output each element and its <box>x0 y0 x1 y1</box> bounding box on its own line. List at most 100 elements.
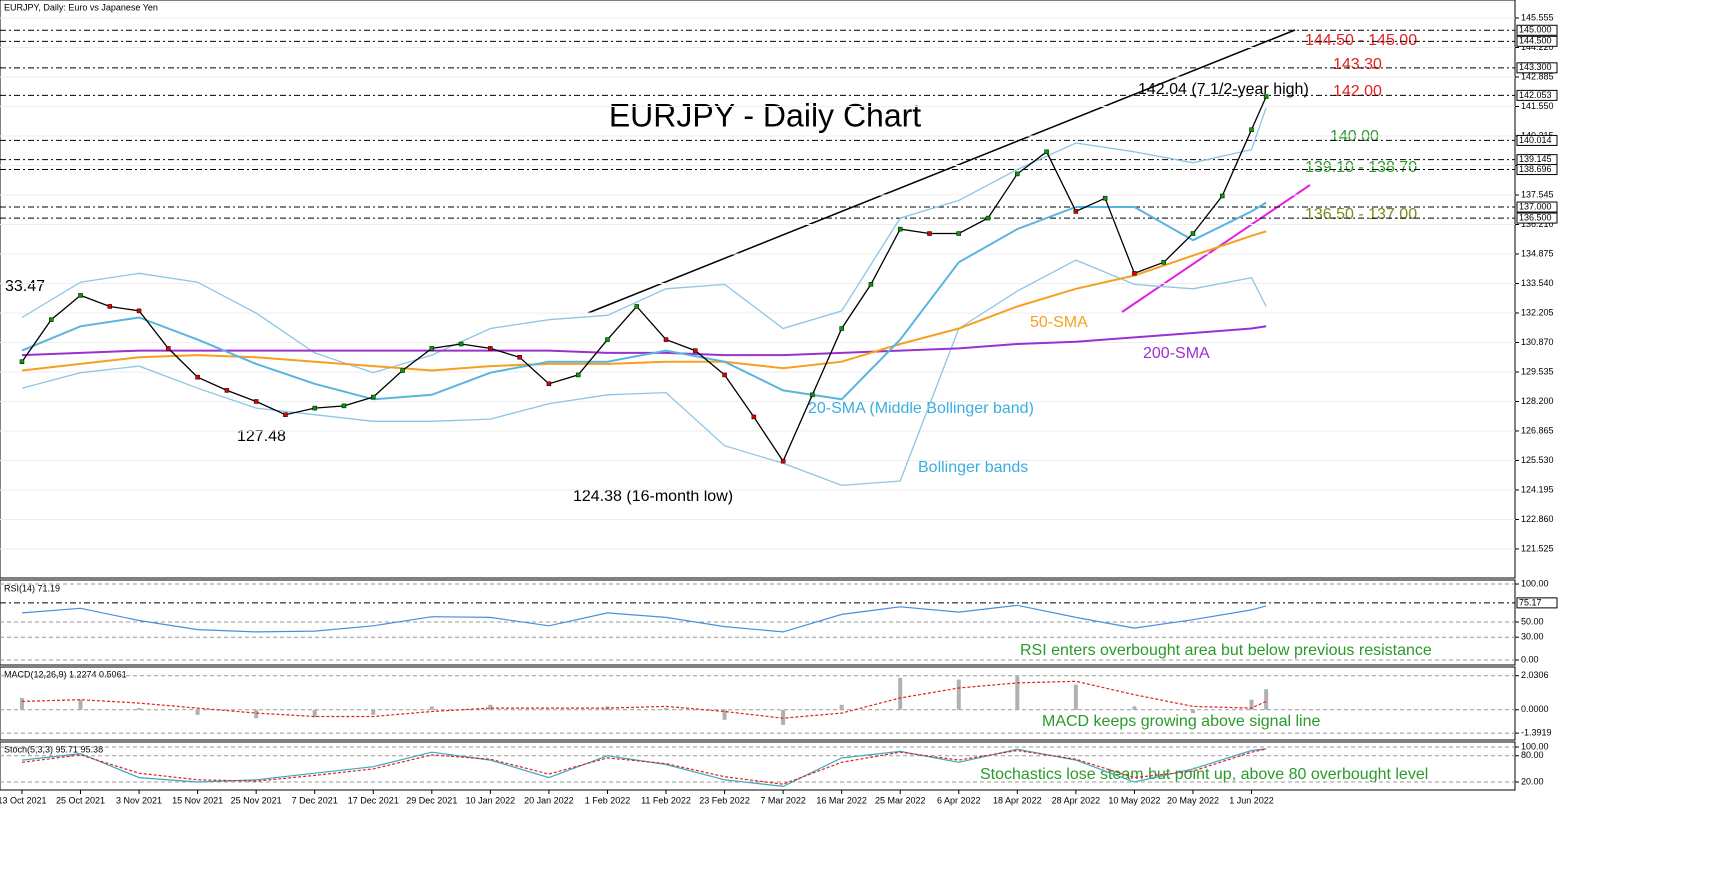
price-point <box>48 317 54 322</box>
histogram-bar <box>19 698 24 710</box>
price-point <box>634 304 639 309</box>
price-point <box>605 337 610 342</box>
histogram-bar <box>898 677 903 710</box>
histogram-bar <box>137 708 142 710</box>
price-point <box>224 388 230 393</box>
x-tick-label: 10 Jan 2022 <box>466 795 516 805</box>
annotation: 140.00 <box>1330 128 1379 145</box>
price-point <box>488 346 493 351</box>
level-label: 145.000 <box>1519 25 1552 35</box>
x-tick-label: 20 May 2022 <box>1167 795 1219 805</box>
x-tick-label: 17 Dec 2021 <box>348 795 399 805</box>
price-point <box>1102 195 1108 201</box>
histogram-bar <box>664 708 669 710</box>
price-point <box>810 392 815 398</box>
price-point <box>166 346 171 351</box>
histogram-bar <box>429 706 434 710</box>
macd-panel <box>0 666 1516 741</box>
price-point <box>400 368 405 373</box>
price-point <box>956 231 962 236</box>
x-tick-label: 10 May 2022 <box>1108 795 1160 805</box>
level-box <box>1516 62 1558 74</box>
histogram-bar <box>1190 709 1195 714</box>
y-tick-label: 124.195 <box>1521 484 1554 494</box>
x-tick-label: 6 Apr 2022 <box>937 795 981 805</box>
histogram-bar <box>722 709 727 720</box>
price-point <box>722 372 727 378</box>
stoch-panel <box>0 741 1516 791</box>
level-box <box>1516 89 1558 101</box>
y-tick-label: 125.530 <box>1521 455 1554 465</box>
price-point <box>693 348 698 353</box>
series-line <box>21 201 1267 401</box>
annotation: 127.48 <box>237 428 286 445</box>
histogram-bar <box>781 709 786 725</box>
x-tick-label: 1 Feb 2022 <box>585 795 631 805</box>
y-tick-label: 2.0306 <box>1521 670 1549 680</box>
y-tick-label: 128.200 <box>1521 396 1554 406</box>
heading: EURJPY - Daily Chart <box>609 97 921 133</box>
y-tick-label: 132.205 <box>1521 307 1554 317</box>
price-point <box>341 403 347 409</box>
panel-note: RSI enters overbought area but below pre… <box>1020 642 1432 659</box>
y-tick-label: 130.870 <box>1521 337 1554 347</box>
level-label: 136.500 <box>1519 212 1552 222</box>
x-tick-label: 29 Dec 2021 <box>406 795 457 805</box>
resistance-trendline <box>587 29 1296 314</box>
y-tick-label: 122.860 <box>1521 514 1554 524</box>
macd-header: MACD(12,26,9) 1.2274 0.5061 <box>4 669 127 679</box>
price-point <box>780 458 786 464</box>
price-point <box>1132 271 1137 276</box>
level-label: 137.000 <box>1519 201 1552 211</box>
histogram-bar <box>254 709 259 719</box>
y-tick-label: 20.00 <box>1521 776 1544 786</box>
y-tick-label: 129.535 <box>1521 366 1554 376</box>
series-line <box>21 680 1267 719</box>
price-point <box>458 341 464 347</box>
bollinger-band <box>21 107 1267 374</box>
price-point <box>312 405 317 411</box>
price-point <box>1015 171 1020 177</box>
price-point <box>1044 149 1049 155</box>
y-tick-label: 141.550 <box>1521 101 1554 111</box>
level-label: 139.145 <box>1519 154 1552 164</box>
y-tick-label: 100.00 <box>1521 741 1549 751</box>
annotation: 136.50 - 137.00 <box>1305 206 1417 223</box>
annotation: 143.30 <box>1333 56 1382 73</box>
series-label: 20-SMA (Middle Bollinger band) <box>808 400 1034 417</box>
price-point <box>575 372 581 378</box>
level-box <box>1516 212 1558 224</box>
y-tick-label: 126.865 <box>1521 425 1554 435</box>
histogram-bar <box>195 709 200 715</box>
level-box <box>1516 201 1558 213</box>
price-point <box>1073 209 1079 214</box>
series-line <box>21 748 1267 788</box>
y-tick-label: 142.885 <box>1521 71 1554 81</box>
level-label: 143.300 <box>1519 62 1552 72</box>
x-tick-label: 20 Jan 2022 <box>524 795 574 805</box>
histogram-bar <box>78 699 83 710</box>
series-label: Bollinger bands <box>918 459 1028 476</box>
price-point <box>1263 94 1269 99</box>
series-line <box>21 325 1267 357</box>
level-label: 138.696 <box>1519 164 1552 174</box>
histogram-bar <box>371 709 376 715</box>
y-tick-label: 134.875 <box>1521 248 1554 258</box>
y-tick-label: 0.00 <box>1521 654 1539 664</box>
price-point <box>868 282 874 287</box>
histogram-bar <box>1264 689 1269 710</box>
histogram-bar <box>1073 684 1078 710</box>
x-tick-label: 23 Feb 2022 <box>699 795 750 805</box>
level-label: 75.17 <box>1519 597 1542 607</box>
y-tick-label: 137.545 <box>1521 189 1554 199</box>
annotation: 144.50 - 145.00 <box>1305 32 1417 49</box>
annotation: 142.04 (7 1/2-year high) <box>1138 81 1309 98</box>
histogram-bar <box>312 709 317 718</box>
histogram-bar <box>956 679 961 710</box>
price-point <box>107 304 113 309</box>
y-tick-label: -1.3919 <box>1521 728 1552 738</box>
price-point <box>371 394 376 400</box>
level-box <box>1516 164 1558 176</box>
price-point <box>195 374 200 380</box>
stoch-header: Stoch(5,3,3) 95.71 95.38 <box>4 744 103 754</box>
